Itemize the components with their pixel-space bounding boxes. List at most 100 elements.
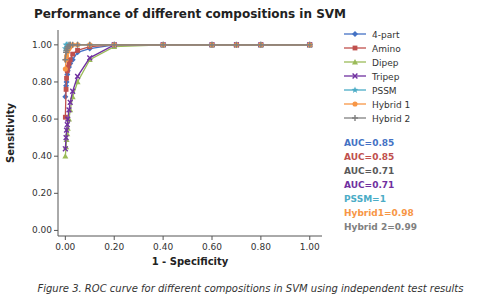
data-point (234, 42, 239, 47)
x-axis (58, 236, 322, 237)
data-point (62, 153, 68, 158)
legend-marker (353, 74, 358, 79)
y-tick (54, 44, 58, 45)
y-tick-label: 0.80 (32, 77, 52, 87)
x-tick-label: 0.60 (202, 242, 222, 252)
data-point (258, 42, 264, 48)
data-point (210, 42, 215, 47)
x-tick (65, 236, 66, 240)
data-point (87, 42, 92, 47)
y-tick-label: 0.60 (32, 114, 52, 124)
data-point (161, 42, 166, 47)
legend-label: Dipep (372, 58, 399, 68)
series-line (65, 45, 309, 60)
legend-label: Hybrid 2 (372, 114, 410, 124)
legend-marker (352, 115, 358, 121)
y-tick (54, 119, 58, 120)
legend: 4-partAminoDipepTripepPSSMHybrid 1Hybrid… (344, 30, 410, 124)
data-point (161, 42, 166, 47)
y-tick (54, 156, 58, 157)
data-point (307, 42, 313, 48)
x-tick (212, 236, 213, 240)
data-point (258, 42, 264, 47)
data-point (64, 76, 69, 81)
series (62, 42, 312, 100)
legend-label: PSSM (372, 86, 397, 96)
data-point (75, 42, 81, 48)
data-point (233, 42, 239, 48)
data-point (75, 74, 80, 79)
data-point (65, 122, 70, 127)
data-point (63, 146, 68, 151)
caption: Figure 3. ROC curve for different compos… (37, 283, 463, 294)
data-point (68, 100, 73, 105)
data-point (307, 42, 313, 47)
series (63, 42, 312, 151)
data-point (209, 42, 215, 48)
y-tick (54, 230, 58, 231)
annotation: AUC=0.85 (344, 138, 394, 148)
legend-marker (352, 31, 358, 37)
series-line (65, 45, 309, 156)
data-point (75, 42, 80, 47)
y-axis-label: Sensitivity (5, 103, 16, 163)
series-line (65, 45, 309, 117)
legend-label: Tripep (371, 72, 400, 82)
annotation: AUC=0.71 (344, 166, 394, 176)
series (63, 42, 313, 71)
x-tick-label: 0.00 (55, 242, 75, 252)
data-point (62, 57, 68, 63)
data-point (112, 42, 117, 47)
data-point (234, 42, 239, 47)
data-point (64, 135, 69, 140)
legend-marker (352, 59, 358, 64)
data-point (67, 107, 73, 112)
data-point (258, 42, 263, 47)
data-point (160, 42, 166, 48)
legend-label: Amino (372, 44, 401, 54)
chart: Performance of different compositions in… (0, 0, 501, 304)
data-point (63, 66, 68, 71)
x-tick (260, 236, 261, 240)
x-tick-label: 0.80 (251, 242, 271, 252)
x-axis-label: 1 - Specificity (152, 256, 229, 267)
legend-marker (353, 46, 358, 51)
annotation: Hybrid1=0.98 (344, 208, 414, 218)
data-point (307, 42, 313, 48)
data-point (209, 41, 216, 48)
y-tick-label: 0.00 (32, 225, 52, 235)
y-tick (54, 193, 58, 194)
data-point (70, 52, 75, 57)
y-tick-label: 1.00 (32, 40, 52, 50)
data-point (87, 42, 93, 48)
y-tick-label: 0.40 (32, 151, 52, 161)
series (62, 41, 313, 51)
data-point (66, 116, 72, 121)
data-point (307, 42, 312, 47)
data-point (307, 42, 312, 47)
data-point (233, 42, 239, 47)
data-point (160, 42, 166, 48)
data-point (65, 117, 70, 122)
plot-area (62, 41, 313, 158)
series (62, 42, 312, 159)
data-point (75, 48, 80, 53)
x-tick-label: 1.00 (300, 242, 320, 252)
data-point (307, 42, 312, 47)
data-point (111, 42, 117, 48)
x-tick (309, 236, 310, 240)
x-tick (163, 236, 164, 240)
data-point (86, 41, 93, 48)
y-tick-label: 0.20 (32, 188, 52, 198)
y-tick (54, 81, 58, 82)
annotation: AUC=0.71 (344, 180, 394, 190)
data-point (70, 89, 75, 94)
annotation: Hybrid 2=0.99 (344, 222, 417, 232)
data-point (258, 42, 263, 47)
data-point (161, 42, 166, 47)
data-point (209, 42, 215, 47)
data-point (160, 42, 166, 47)
y-axis (58, 30, 59, 236)
data-point (74, 41, 81, 48)
legend-label: Hybrid 1 (372, 100, 410, 110)
